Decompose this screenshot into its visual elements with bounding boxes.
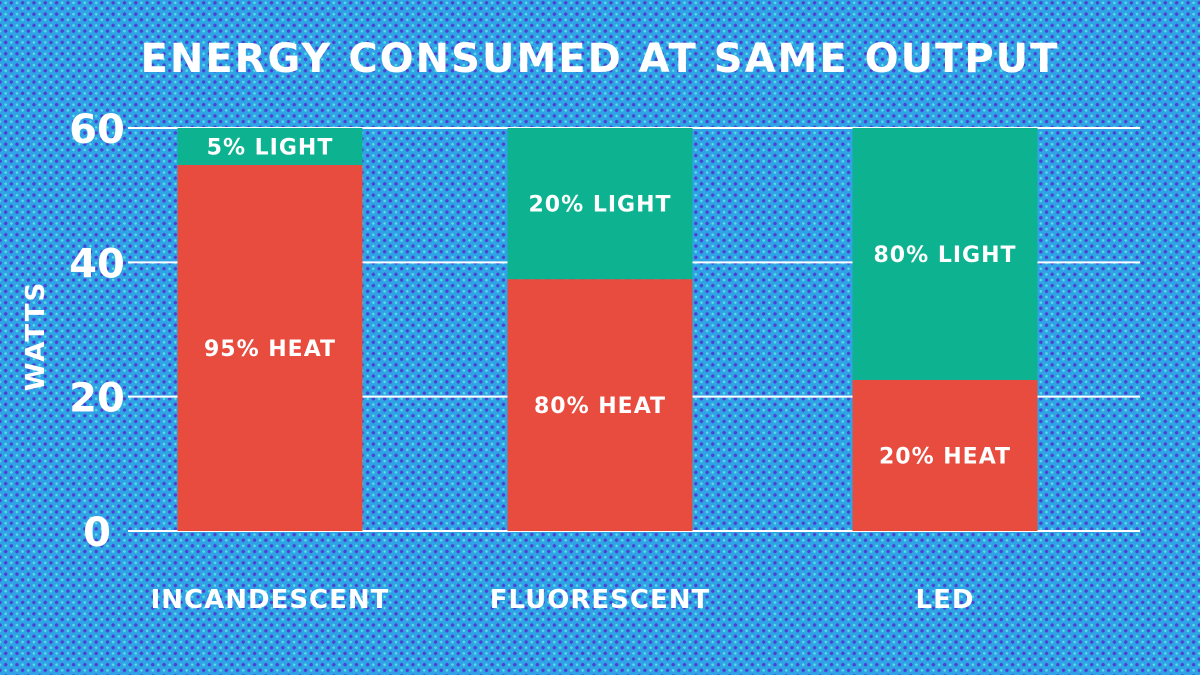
data-label-heat: 20% HEAT (879, 444, 1011, 469)
data-label-light: 20% LIGHT (529, 193, 672, 218)
labels: 0 20 40 60 95% HEAT 5% LIGHT INCANDESCENT 80% H… (69, 107, 1017, 615)
bar-segment-heat-led (852, 379, 1038, 531)
y-tick-label: 20 (69, 376, 125, 422)
x-category-label: LED (916, 585, 975, 615)
y-tick-label: 0 (83, 510, 111, 556)
data-label-light: 80% LIGHT (874, 243, 1017, 268)
bar-segment-light-fluorescent (507, 128, 693, 280)
x-category-label: FLUORESCENT (490, 585, 710, 615)
bars (177, 128, 1038, 532)
data-label-heat: 80% HEAT (534, 394, 666, 419)
y-tick-label: 60 (69, 107, 125, 153)
data-label-heat: 95% HEAT (204, 337, 336, 362)
bar-segment-heat-incandescent (177, 164, 363, 532)
bar-segment-light-incandescent (177, 128, 363, 165)
y-tick-label: 40 (69, 241, 125, 287)
bar-segment-heat-fluorescent (507, 279, 693, 531)
data-label-light: 5% LIGHT (207, 135, 334, 160)
x-category-label: INCANDESCENT (151, 585, 390, 615)
chart-title: ENERGY CONSUMED AT SAME OUTPUT (141, 36, 1060, 82)
bar-segment-light-led (852, 128, 1038, 380)
y-axis-label: WATTS (21, 281, 51, 391)
